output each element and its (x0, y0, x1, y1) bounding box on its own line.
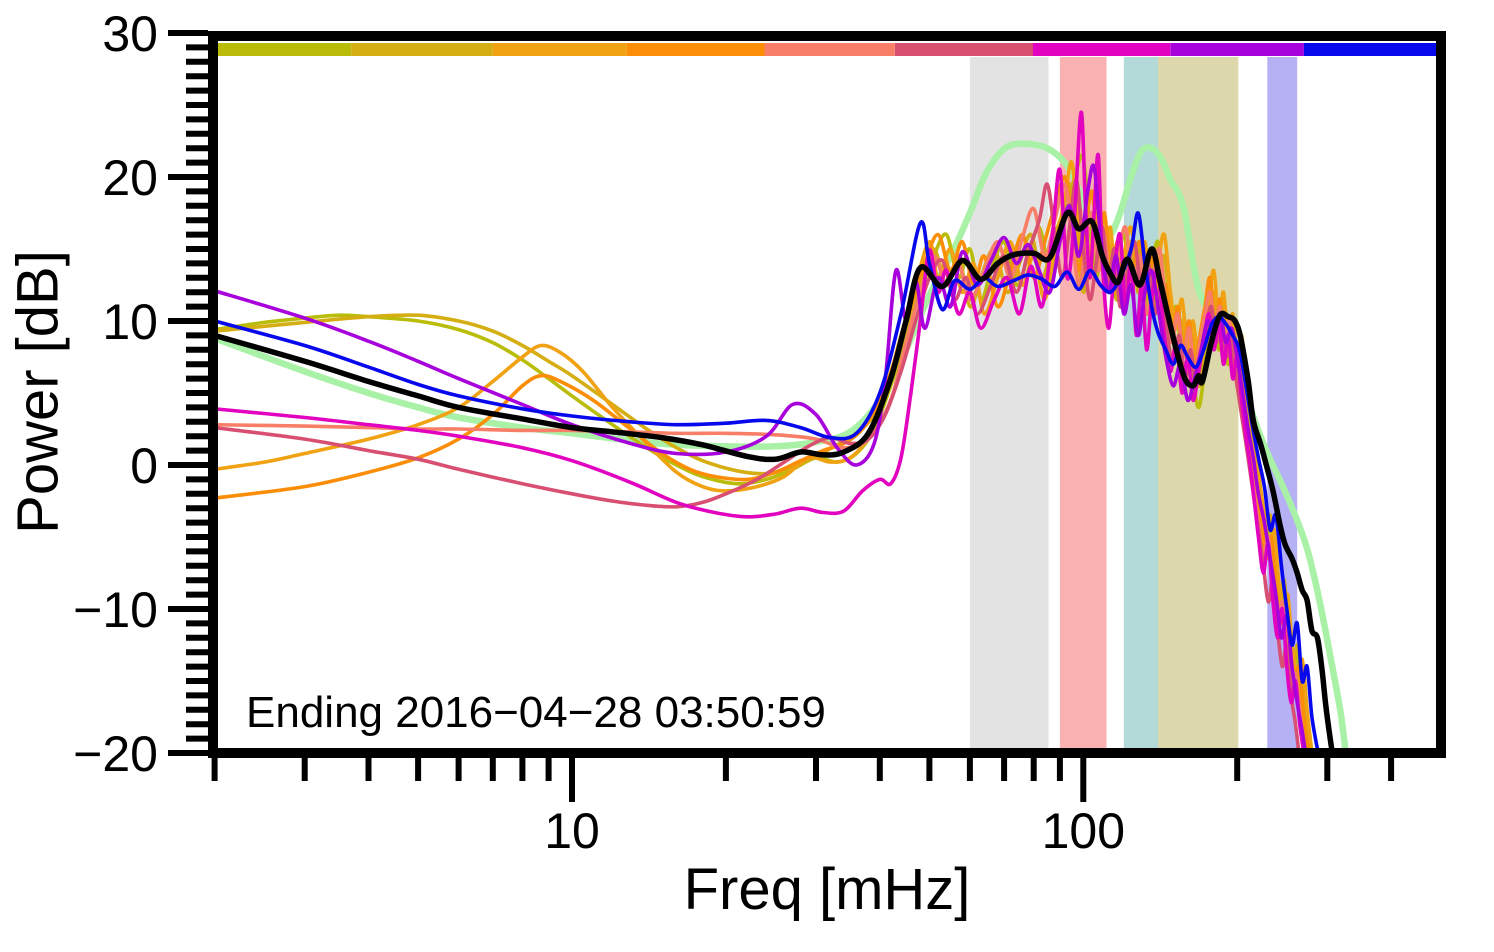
freq-band-segment-yellow-green (218, 43, 352, 56)
x-tick-label: 100 (1042, 803, 1125, 859)
series-blue (218, 211, 1320, 748)
y-tick-label: −10 (73, 582, 158, 638)
y-tick-label: 30 (102, 6, 158, 62)
y-tick-label: 0 (130, 438, 158, 494)
y-tick-label: 10 (102, 294, 158, 350)
series-magenta (218, 110, 1305, 748)
y-axis-title: Power [dB] (5, 250, 71, 534)
freq-band-segment-gold (351, 43, 493, 56)
freq-band-segment-orange (492, 43, 627, 56)
series-raspberry (218, 178, 1301, 748)
axis-ticks (168, 30, 1395, 802)
x-axis-title: Freq [mHz] (683, 857, 971, 922)
freq-band-segment-blue (1303, 43, 1436, 56)
plot-frame (208, 31, 1446, 758)
ending-time-annotation: Ending 2016−04−28 03:50:59 (246, 688, 826, 737)
series-mean-black (218, 209, 1335, 748)
series-purple (218, 163, 1307, 748)
gray-band (969, 57, 1049, 748)
x-tick-label: 10 (544, 803, 600, 859)
freq-band-segment-raspberry (894, 43, 1033, 56)
y-tick-label: 20 (102, 150, 158, 206)
y-tick-label: −20 (73, 726, 158, 782)
freq-band-segment-salmon (764, 43, 895, 56)
freq-band-segment-purple (1170, 43, 1304, 56)
freq-band-segment-dark-orange (626, 43, 765, 56)
teal-band (1123, 57, 1158, 748)
freq-band-segment-magenta (1032, 43, 1171, 56)
